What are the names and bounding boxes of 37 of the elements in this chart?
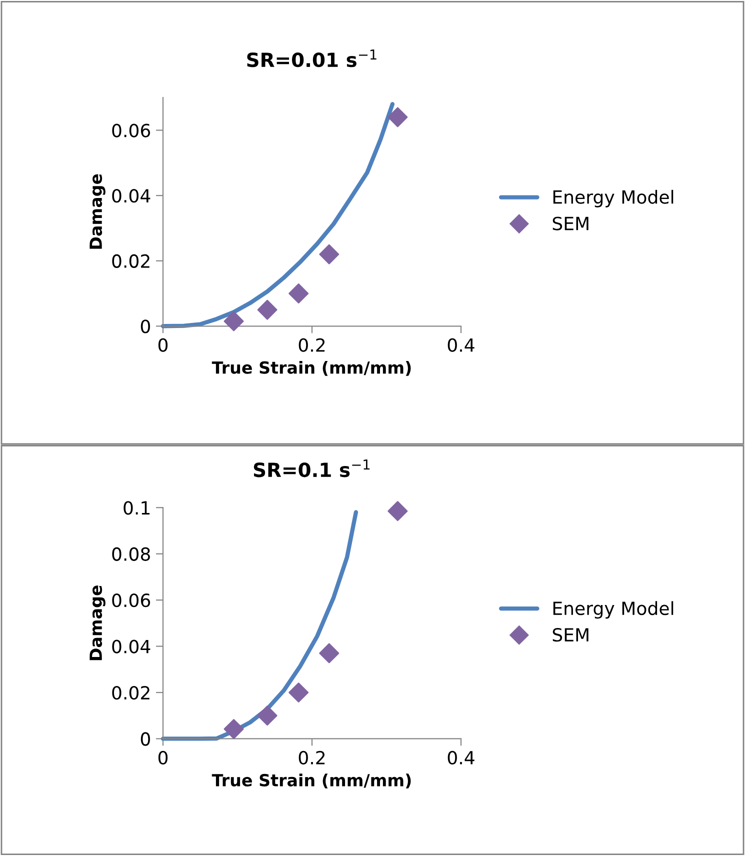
y-tick-label: 0.02 [112, 686, 150, 700]
point [388, 107, 408, 128]
point [288, 283, 309, 304]
y-tick-label: 0.06 [112, 594, 150, 608]
legend-label: Energy Model [553, 190, 674, 208]
x-axis-title: True Strain (mm/mm) [212, 774, 411, 788]
point [257, 300, 278, 320]
x-tick-label: 0 [158, 750, 168, 765]
legend-label: SEM [552, 628, 588, 642]
line-series [160, 510, 358, 741]
x-tick-label: 0.2 [298, 338, 325, 352]
y-tick-label: 0.06 [112, 124, 150, 138]
legend-label: SEM [552, 216, 588, 230]
y-tick-label: 0.02 [112, 254, 150, 268]
point [388, 501, 408, 522]
y-tick-label: 0.04 [112, 640, 150, 654]
x-tick-label: 0.4 [448, 750, 474, 765]
point [319, 244, 340, 264]
point [224, 311, 244, 332]
point [288, 682, 309, 703]
y-axis-title: Damage [90, 586, 106, 660]
x-tick-label: 0 [158, 338, 168, 352]
y-tick-label: 0.04 [112, 188, 150, 203]
y-tick-label: 0 [140, 732, 150, 746]
y-tick-label: 0.1 [124, 501, 150, 515]
y-tick-label: 0 [140, 320, 150, 334]
x-axis-title: True Strain (mm/mm) [212, 360, 411, 376]
x-tick-label: 0.2 [298, 750, 325, 765]
y-tick-label: 0.08 [112, 547, 150, 561]
point [224, 719, 244, 740]
point [257, 706, 278, 726]
legend-label: Energy Model [553, 601, 674, 619]
y-axis-title: Damage [90, 174, 106, 249]
point [319, 643, 340, 664]
chart-title: SR=0.1 s$^{−1}$ [254, 460, 370, 478]
x-tick-label: 0.4 [448, 338, 474, 352]
chart-title: SR=0.01 s$^{−1}$ [247, 50, 376, 68]
